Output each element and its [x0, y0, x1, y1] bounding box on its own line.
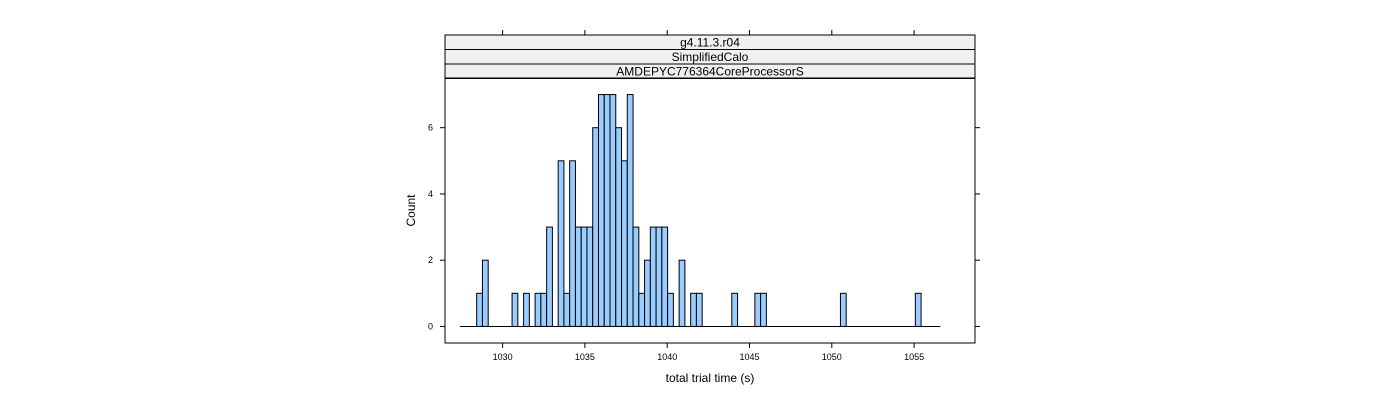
x-axis: 1030 1035 1040 1045 1050 1055	[493, 30, 924, 362]
histogram-bar	[754, 292, 762, 327]
histogram-bar	[609, 94, 617, 327]
histogram-bar	[540, 292, 548, 327]
histogram-bar	[574, 226, 582, 327]
x-tick-label: 1035	[575, 352, 595, 362]
histogram-bar	[621, 160, 628, 327]
x-tick-label: 1045	[739, 352, 759, 362]
histogram-bar	[632, 226, 640, 327]
histogram-bar	[481, 259, 489, 327]
histogram-bar	[603, 94, 611, 327]
x-tick-label: 1040	[657, 352, 677, 362]
histogram-bar	[523, 292, 530, 327]
y-axis-title: Count	[404, 194, 418, 227]
histogram-bar	[511, 292, 519, 327]
histogram-bar	[592, 127, 599, 327]
histogram-bar	[678, 259, 686, 327]
strip-label: SimplifiedCalo	[672, 50, 749, 64]
y-tick-label: 2	[428, 255, 433, 265]
histogram-bar	[690, 292, 697, 327]
histogram-bar	[695, 292, 703, 327]
histogram-bar	[914, 292, 922, 327]
x-axis-title: total trial time (s)	[666, 371, 755, 385]
histogram-bar	[586, 226, 594, 327]
histogram-bar	[731, 292, 739, 327]
histogram-bar	[615, 127, 623, 327]
histogram-bar	[534, 292, 542, 327]
histogram-bar	[597, 94, 605, 327]
histogram-bar	[476, 292, 483, 327]
y-tick-label: 0	[428, 321, 433, 331]
histogram-bar	[649, 226, 657, 327]
histogram-bar	[580, 226, 588, 327]
strip-label: g4.11.3.r04	[680, 36, 740, 50]
histogram-bar	[546, 226, 553, 327]
y-axis: 0 2 4 6	[428, 123, 980, 331]
histogram-bars	[476, 94, 922, 327]
y-tick-label: 6	[428, 123, 433, 133]
histogram-bar	[760, 292, 767, 327]
histogram-bar	[626, 94, 634, 327]
histogram-bar	[655, 226, 663, 327]
histogram-bar	[839, 292, 847, 327]
strip-headers: g4.11.3.r04SimplifiedCaloAMDEPYC776364Co…	[444, 34, 976, 79]
x-tick-label: 1050	[822, 352, 842, 362]
histogram-bar	[638, 292, 646, 327]
x-tick-label: 1055	[904, 352, 924, 362]
histogram-bar	[667, 292, 674, 327]
x-tick-label: 1030	[493, 352, 513, 362]
histogram-bar	[563, 292, 571, 327]
histogram-bar	[569, 160, 576, 327]
strip-label: AMDEPYC776364CoreProcessorS	[616, 65, 803, 79]
histogram-bar	[557, 160, 565, 327]
y-tick-label: 4	[428, 189, 433, 199]
histogram-bar	[644, 259, 651, 327]
panel-frame	[444, 77, 976, 344]
histogram-bar	[661, 226, 669, 327]
